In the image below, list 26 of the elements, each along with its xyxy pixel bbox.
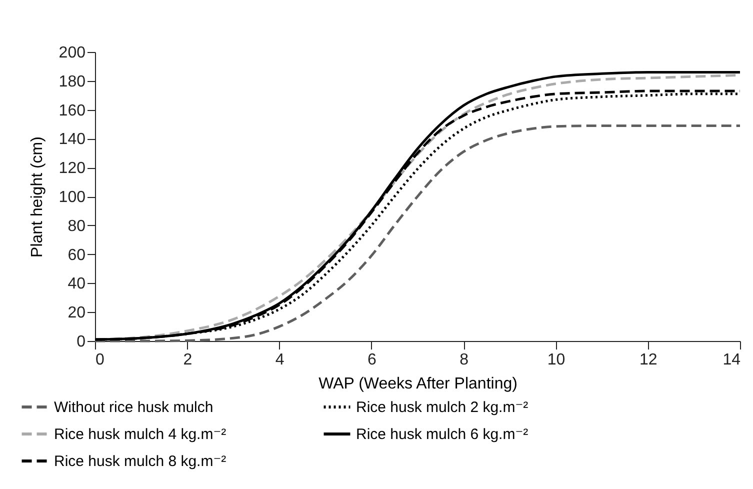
y-tick-label: 60 bbox=[68, 246, 86, 264]
legend-label: Rice husk mulch 2 kg.m⁻² bbox=[356, 399, 528, 416]
y-tick-label: 100 bbox=[58, 189, 86, 206]
x-tick-label: 14 bbox=[722, 352, 741, 368]
y-tick-label: 140 bbox=[58, 131, 86, 148]
x-tick-label: 12 bbox=[639, 352, 658, 368]
y-tick-label: 20 bbox=[68, 304, 86, 322]
legend-label: Rice husk mulch 6 kg.m⁻² bbox=[356, 426, 528, 443]
y-tick-label: 180 bbox=[58, 73, 86, 90]
x-tick-label: 2 bbox=[183, 352, 192, 368]
y-tick-label: 0 bbox=[76, 334, 86, 350]
y-tick-label: 80 bbox=[68, 218, 86, 235]
legend-label: Rice husk mulch 8 kg.m⁻² bbox=[54, 453, 226, 470]
y-tick-label: 200 bbox=[58, 44, 86, 62]
legend-label: Rice husk mulch 4 kg.m⁻² bbox=[54, 426, 226, 443]
y-axis-title: Plant height (cm) bbox=[28, 136, 46, 258]
x-tick-label: 6 bbox=[367, 352, 376, 368]
y-tick-label: 120 bbox=[58, 160, 86, 178]
legend-label: Without rice husk mulch bbox=[54, 399, 214, 416]
x-tick-label: 0 bbox=[96, 352, 104, 368]
y-tick-label: 160 bbox=[58, 102, 86, 120]
x-tick-label: 10 bbox=[547, 352, 566, 368]
y-tick-label: 40 bbox=[68, 276, 86, 293]
x-axis-title: WAP (Weeks After Planting) bbox=[318, 376, 518, 392]
x-tick-label: 4 bbox=[275, 352, 284, 368]
x-tick-label: 8 bbox=[460, 352, 469, 368]
